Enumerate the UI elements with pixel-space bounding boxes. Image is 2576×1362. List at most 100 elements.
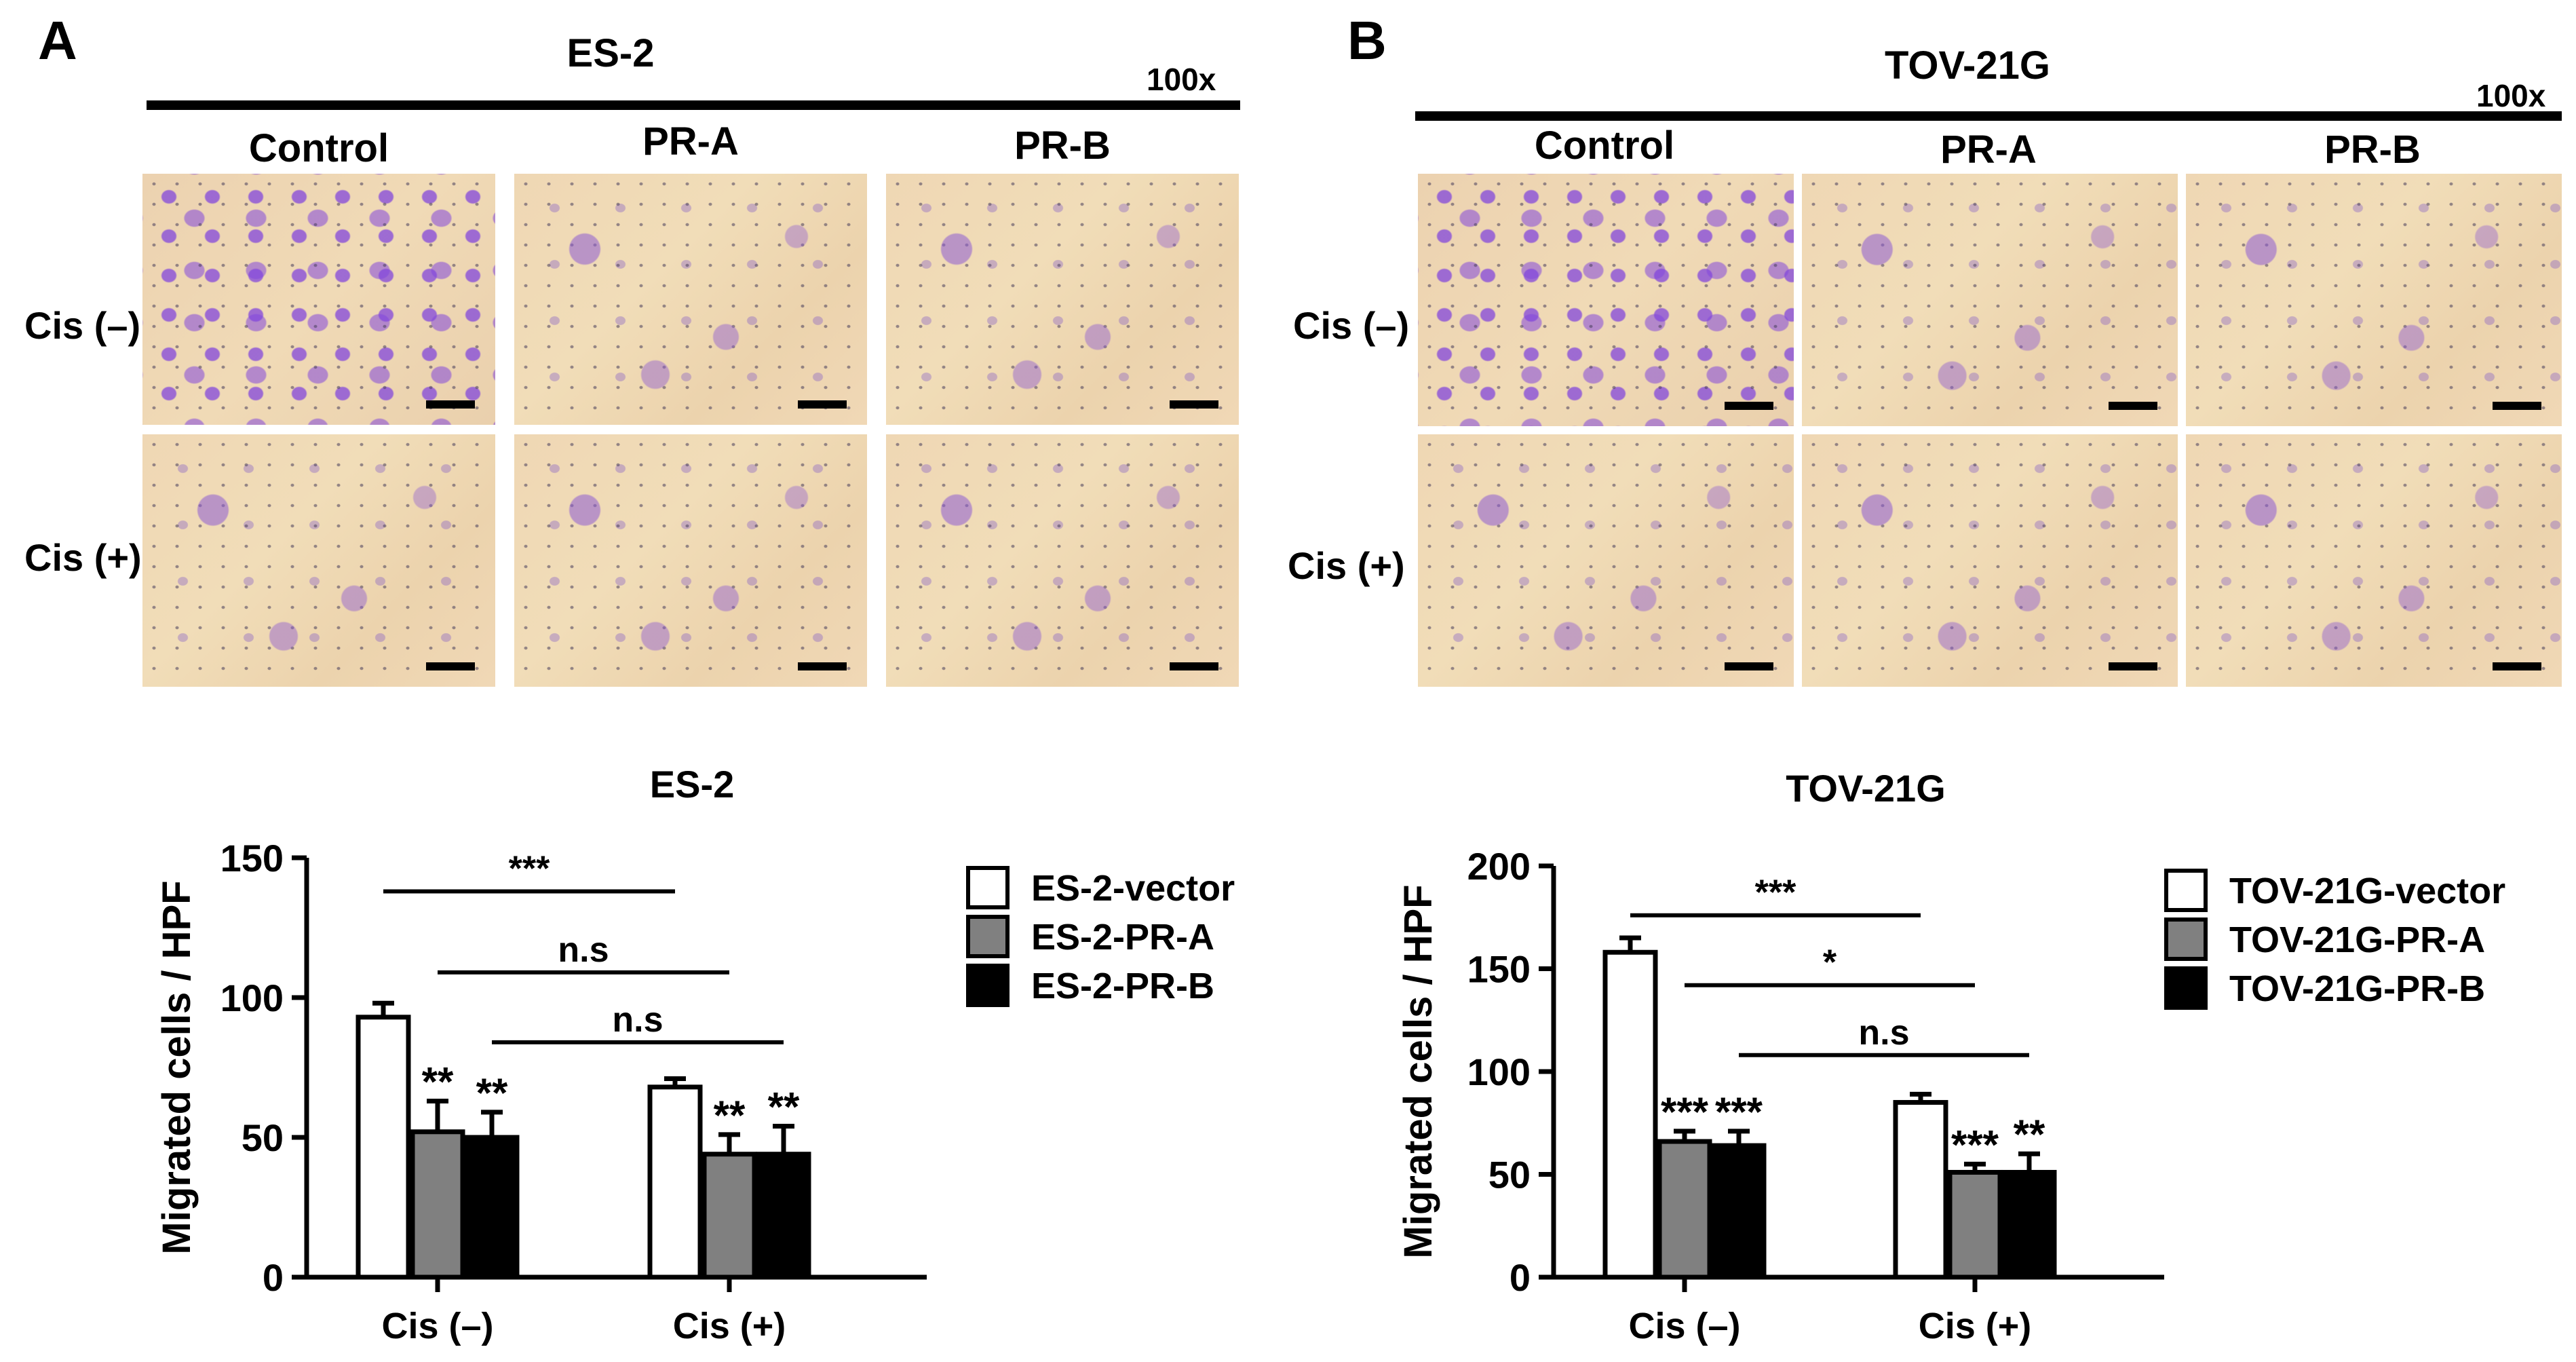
chart-b-significance-stars: ***: [1661, 1089, 1709, 1135]
scale-bar: [426, 400, 475, 409]
chart-a-bar: [756, 1152, 811, 1280]
legend-label-es2-pr-b: ES-2-PR-B: [1031, 966, 1215, 1006]
scale-bar: [2109, 662, 2157, 670]
chart-b-x-tick-label: Cis (+): [1919, 1306, 2032, 1346]
legend-item-tov21g-pr-a: TOV-21G-PR-A: [2164, 918, 2576, 961]
panel-b-magnification: 100x: [2476, 78, 2546, 113]
chart-a-significance-stars: **: [422, 1059, 454, 1104]
panel-a-header-title: ES-2: [566, 31, 655, 75]
legend-label-es2-pr-a: ES-2-PR-A: [1031, 917, 1215, 958]
chart-a-title: ES-2: [649, 763, 735, 806]
chart-b-comparison-label: n.s: [1858, 1013, 1909, 1053]
panel-a-col-control: Control: [248, 126, 389, 170]
chart-b-significance-stars: ***: [1951, 1122, 1999, 1167]
panel-b-letter: B: [1347, 10, 1387, 71]
chart-a-y-tick-label: 150: [220, 837, 284, 879]
chart-a-y-tick-label: 50: [242, 1116, 284, 1159]
panel-b-header-title: TOV-21G: [1885, 43, 2050, 88]
micrograph-tov21g-control-cis-plus: [1418, 434, 1794, 687]
panel-b-col-control: Control: [1534, 124, 1675, 168]
chart-b-title: TOV-21G: [1786, 767, 1946, 810]
scale-bar: [1170, 662, 1218, 670]
chart-b-y-tick-label: 100: [1467, 1051, 1531, 1093]
chart-b-x-tick-label: Cis (–): [1628, 1306, 1740, 1346]
chart-a-y-axis-label: Migrated cells / HPF: [155, 880, 199, 1254]
micrograph-es2-pr-b-cis-plus: [886, 434, 1239, 687]
chart-a-bar: [464, 1135, 520, 1280]
chart-a-y-tick-label: 0: [263, 1256, 284, 1299]
chart-a-bar: [647, 1084, 703, 1280]
legend-label-tov21g-vector: TOV-21G-vector: [2229, 871, 2506, 911]
legend-item-es2-vector: ES-2-vector: [966, 866, 1509, 909]
legend-item-es2-pr-b: ES-2-PR-B: [966, 964, 1509, 1007]
chart-a-y-tick-label: 100: [220, 977, 284, 1019]
micrograph-es2-pr-b-cis-minus: [886, 174, 1239, 425]
chart-b-comparison-label: ***: [1755, 873, 1796, 913]
chart-b-y-tick-label: 50: [1488, 1154, 1531, 1196]
legend-item-es2-pr-a: ES-2-PR-A: [966, 915, 1509, 958]
micrograph-es2-control-cis-plus: [142, 434, 495, 687]
chart-a-significance-stars: **: [768, 1084, 800, 1130]
chart-a-es2: 0 50 100 150 Migrated cells / HPF ** ** Cis (–)…: [155, 837, 927, 1346]
chart-b-y-tick-label: 0: [1510, 1256, 1531, 1299]
chart-a-bar: [355, 1015, 411, 1280]
micrograph-es2-pr-a-cis-plus: [514, 434, 867, 687]
micrograph-tov21g-pr-b-cis-plus: [2186, 434, 2562, 687]
panel-b-row-cis-plus: Cis (+): [1288, 544, 1405, 587]
scale-bar: [2109, 402, 2157, 410]
chart-b-y-tick-label: 150: [1467, 948, 1531, 991]
chart-b-bar: [1947, 1169, 2003, 1280]
panel-a-col-pr-a: PR-A: [642, 119, 739, 164]
legend-item-tov21g-vector: TOV-21G-vector: [2164, 869, 2576, 912]
chart-a-significance-stars: **: [476, 1070, 508, 1116]
micrograph-tov21g-pr-a-cis-minus: [1802, 174, 2178, 426]
legend-swatch-es2-pr-a: [966, 915, 1010, 958]
legend-label-tov21g-pr-a: TOV-21G-PR-A: [2229, 920, 2486, 960]
scale-bar: [1725, 662, 1773, 670]
chart-b-bar: [1657, 1139, 1712, 1280]
chart-a-significance-stars: **: [714, 1093, 746, 1138]
panel-b-col-pr-a: PR-A: [1940, 128, 2037, 172]
scale-bar: [798, 662, 847, 670]
chart-a-x-tick-label: Cis (–): [381, 1306, 493, 1346]
chart-b-bar: [2001, 1169, 2057, 1280]
micrograph-tov21g-control-cis-minus: [1418, 174, 1794, 426]
panel-a-header-bar: [147, 100, 1240, 110]
panel-a-col-pr-b: PR-B: [1014, 124, 1111, 168]
chart-a-x-tick-label: Cis (+): [673, 1306, 786, 1346]
scale-bar: [1725, 402, 1773, 410]
chart-b-bar: [1711, 1143, 1767, 1280]
scale-bar: [2493, 662, 2541, 670]
legend-item-tov21g-pr-b: TOV-21G-PR-B: [2164, 966, 2576, 1010]
chart-a-comparison-label: n.s: [612, 1000, 663, 1040]
scale-bar: [2493, 402, 2541, 410]
legend-label-es2-vector: ES-2-vector: [1031, 868, 1235, 909]
panel-b-header-bar: [1415, 111, 2562, 121]
scale-bar: [1170, 400, 1218, 409]
panel-b-col-pr-b: PR-B: [2324, 128, 2421, 172]
panel-a-row-cis-plus: Cis (+): [24, 536, 142, 579]
micrograph-tov21g-pr-b-cis-minus: [2186, 174, 2562, 426]
legend-swatch-tov21g-vector: [2164, 869, 2208, 912]
micrograph-tov21g-pr-a-cis-plus: [1802, 434, 2178, 687]
chart-a-comparison-label: n.s: [558, 930, 609, 970]
chart-b-significance-stars: **: [2014, 1112, 2045, 1157]
legend-swatch-tov21g-pr-b: [2164, 966, 2208, 1010]
legend-label-tov21g-pr-b: TOV-21G-PR-B: [2229, 968, 2486, 1009]
chart-a-comparison-label: ***: [509, 849, 550, 888]
panel-b-row-cis-minus: Cis (–): [1293, 304, 1410, 347]
chart-b-significance-stars: ***: [1715, 1089, 1763, 1135]
chart-b-y-axis-label: Migrated cells / HPF: [1396, 884, 1440, 1258]
panel-a-row-cis-minus: Cis (–): [24, 304, 141, 347]
scale-bar: [426, 662, 475, 670]
legend-swatch-es2-vector: [966, 866, 1010, 909]
chart-a-bar: [410, 1129, 465, 1280]
panel-a-magnification: 100x: [1147, 62, 1216, 97]
legend-swatch-es2-pr-b: [966, 964, 1010, 1007]
chart-a-bar: [701, 1152, 757, 1280]
chart-b-y-tick-label: 200: [1467, 845, 1531, 888]
micrograph-es2-pr-a-cis-minus: [514, 174, 867, 425]
micrograph-es2-control-cis-minus: [142, 174, 495, 425]
legend-swatch-tov21g-pr-a: [2164, 918, 2208, 961]
